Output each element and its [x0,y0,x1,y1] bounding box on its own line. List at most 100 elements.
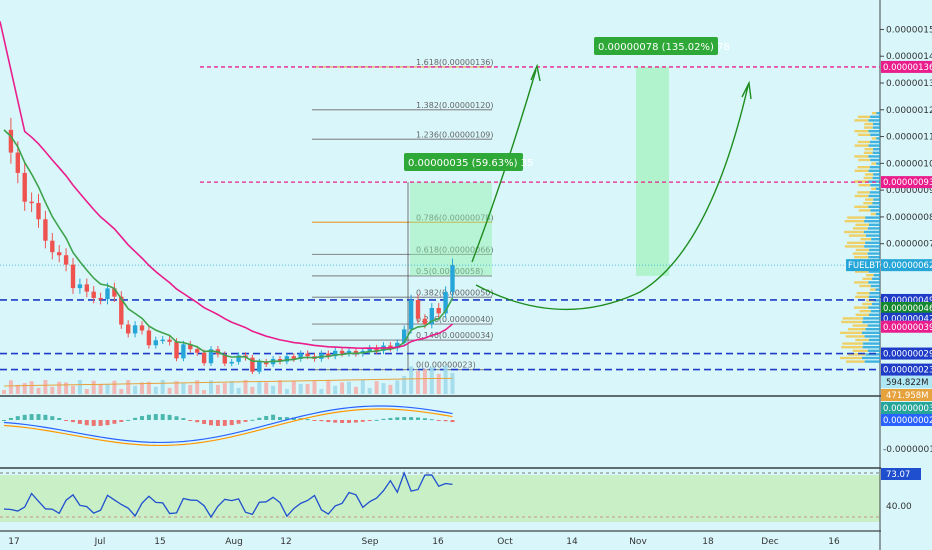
target-callout-box [594,37,718,55]
volume-profile-bar [873,299,880,302]
candle[interactable] [388,345,393,349]
candle[interactable] [195,349,200,353]
candle[interactable] [257,361,262,372]
volume-profile-bar [873,198,880,201]
volume-profile-bar [840,331,863,334]
macd-histogram-bar [167,414,172,420]
candle[interactable] [15,152,20,173]
candle[interactable] [201,352,207,364]
candle[interactable] [43,219,48,241]
macd-tick-label: -0.00000010 [883,445,932,455]
macd-histogram-bar [133,417,138,420]
candle[interactable] [29,201,34,204]
volume-profile-bar [847,328,866,331]
candle[interactable] [353,350,359,354]
candle[interactable] [229,361,234,364]
candle[interactable] [395,342,400,349]
volume-bar [77,380,82,394]
candle[interactable] [139,325,145,331]
candle[interactable] [450,265,455,292]
candle[interactable] [408,299,414,330]
candle[interactable] [346,350,352,354]
macd-histogram-bar [416,417,420,420]
candle[interactable] [50,240,55,253]
macd-histogram-bar [353,420,358,423]
candle[interactable] [326,353,331,357]
volume-profile-bar [864,335,880,338]
candle[interactable] [422,318,428,325]
candle[interactable] [126,324,131,334]
volume-bar [347,381,351,394]
price-pane[interactable] [0,0,880,395]
candle[interactable] [174,341,179,359]
volume-profile-bar [865,353,880,356]
candle[interactable] [119,296,124,325]
price-axis[interactable] [881,0,932,550]
candle[interactable] [77,284,83,289]
candle[interactable] [132,325,138,334]
candle[interactable] [291,356,296,359]
candle[interactable] [63,255,69,265]
volume-bar [284,388,289,394]
volume-profile-bar [862,331,880,334]
candle[interactable] [70,264,76,289]
candle[interactable] [250,357,255,372]
volume-profile-bar [854,155,869,158]
volume-profile-bar [863,176,873,180]
volume-bar [209,380,213,394]
macd-histogram-bar [312,420,317,421]
candle[interactable] [160,339,165,342]
candle[interactable] [236,355,241,362]
volume-bar [57,381,62,394]
candle[interactable] [298,353,303,359]
volume-profile-bar [864,148,874,151]
candle[interactable] [429,308,434,325]
macd-histogram-bar [340,420,345,423]
fib-level-label: 0.146(0.00000034) [416,331,494,340]
candle[interactable] [188,344,193,350]
volume-profile-bar [865,241,880,244]
volume-profile-bar [870,133,880,136]
macd-pane[interactable] [0,397,880,467]
candle[interactable] [153,340,158,346]
candle[interactable] [208,349,214,364]
volume-bar [319,388,324,394]
candle[interactable] [402,329,407,343]
volume-profile-bar [847,241,866,244]
volume-profile-bar [862,356,880,360]
candle[interactable] [367,348,372,351]
candle[interactable] [8,129,14,153]
candle[interactable] [443,291,448,314]
candle[interactable] [305,353,310,357]
candle[interactable] [98,297,103,300]
candle[interactable] [91,291,96,298]
candle[interactable] [284,356,290,362]
candle[interactable] [339,350,345,354]
volume-profile-bar [858,184,871,187]
candle[interactable] [277,358,283,362]
volume-profile-bar [862,277,873,280]
candle[interactable] [84,284,89,292]
candle[interactable] [105,288,110,300]
candle[interactable] [112,288,117,297]
volume-bar [402,375,407,394]
candle[interactable] [374,348,379,351]
symbol-label-box [846,259,880,272]
candle[interactable] [167,339,172,342]
volume-bar [257,381,262,394]
candle[interactable] [436,308,441,314]
candle[interactable] [146,330,152,346]
candle[interactable] [415,299,421,319]
candle[interactable] [22,172,27,202]
candle[interactable] [333,350,338,357]
candle[interactable] [36,202,41,220]
volume-profile-bar [868,256,880,259]
candle[interactable] [181,344,186,359]
candle[interactable] [57,252,62,256]
volume-profile-bar [856,292,870,295]
candle[interactable] [222,354,227,364]
macd-histogram-bar [429,419,434,421]
volume-bar [353,386,358,394]
